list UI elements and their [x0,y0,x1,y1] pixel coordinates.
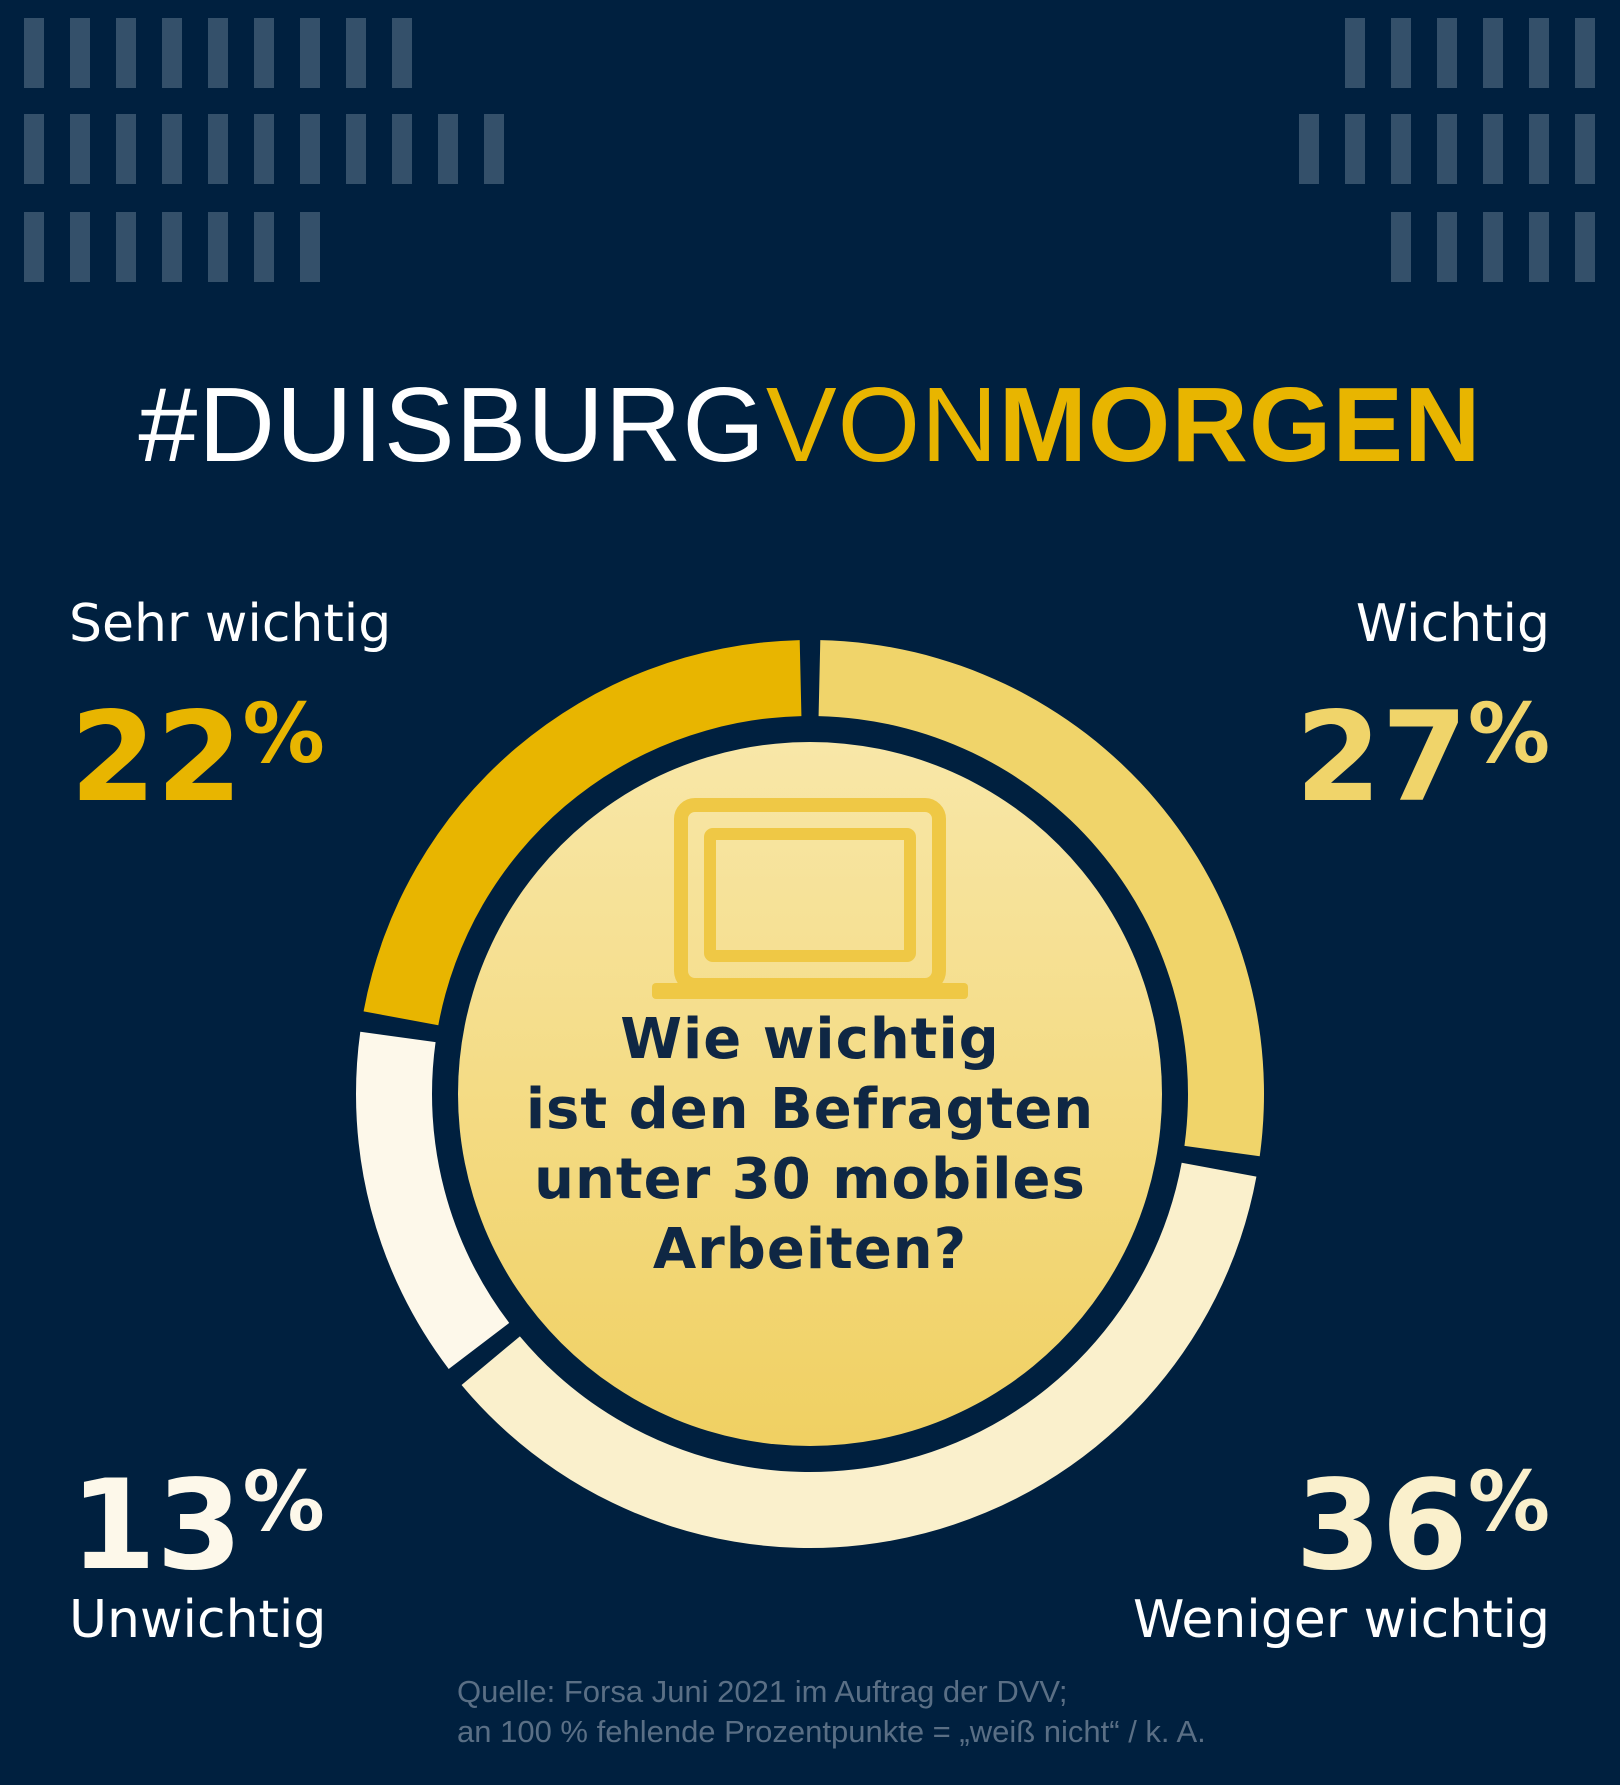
question-line-2: ist den Befragten [525,1077,1095,1142]
decorative-bar [300,18,320,88]
decorative-bar [1529,212,1549,282]
value-sehr-wichtig-number: 22 [70,686,243,830]
value-weniger-wichtig: 36% [1295,1438,1550,1628]
decorative-bar [1437,18,1457,88]
decorative-bar [1391,212,1411,282]
source-line-1: Quelle: Forsa Juni 2021 im Auftrag der D… [457,1674,1068,1709]
decorative-bar [208,212,228,282]
headline-part-von: VON [765,366,999,484]
decorative-bar [1345,114,1365,184]
decorative-bar [162,114,182,184]
value-wichtig-number: 27 [1295,686,1468,830]
decorative-bar [116,114,136,184]
value-unwichtig: 13% [70,1438,325,1628]
decorative-bar [1483,114,1503,184]
decorative-bar [1575,212,1595,282]
source-note: Quelle: Forsa Juni 2021 im Auftrag der D… [457,1672,1457,1752]
decorative-bar [116,212,136,282]
decorative-bar [346,114,366,184]
decorative-bar [1483,18,1503,88]
label-weniger-wichtig: Weniger wichtig [1132,1590,1550,1650]
decorative-bar [208,18,228,88]
donut-slice-weniger-wichtig [461,1162,1257,1548]
chart-question: Wie wichtig ist den Befragten unter 30 m… [470,1005,1150,1285]
decorative-bar [300,212,320,282]
donut-slice-wichtig [818,640,1265,1157]
laptop-icon [652,798,968,999]
decorative-bar [392,18,412,88]
decorative-bar [254,212,274,282]
decorative-bar [392,114,412,184]
decorative-bar [346,18,366,88]
decorative-bar [254,18,274,88]
label-unwichtig: Unwichtig [69,1590,327,1650]
decorative-bar [116,18,136,88]
source-line-2: an 100 % fehlende Prozentpunkte = „weiß … [457,1714,1206,1749]
decorative-bar [208,114,228,184]
decorative-bar [1345,18,1365,88]
decorative-bar [1391,18,1411,88]
center-disc [458,742,1162,1446]
donut-slice-sehr-wichtig [363,640,802,1026]
headline-part-duisburg: #DUISBURG [138,366,766,484]
decorative-bar [24,212,44,282]
value-weniger-wichtig-unit: % [1467,1455,1550,1550]
decorative-bar [70,212,90,282]
value-sehr-wichtig-unit: % [242,687,325,782]
decorative-bar [1391,114,1411,184]
question-line-4: Arbeiten? [652,1217,968,1282]
value-weniger-wichtig-number: 36 [1295,1454,1468,1598]
decorative-bar-pattern [24,18,1595,282]
decorative-bar [70,18,90,88]
decorative-bar [1483,212,1503,282]
decorative-bar [1299,114,1319,184]
decorative-bar [254,114,274,184]
decorative-bar [24,18,44,88]
headline-part-morgen: MORGEN [998,366,1482,484]
decorative-bar [1437,114,1457,184]
decorative-bar [1437,212,1457,282]
label-sehr-wichtig: Sehr wichtig [69,594,392,654]
decorative-bar [484,114,504,184]
label-wichtig: Wichtig [1355,594,1550,654]
decorative-bar [1529,114,1549,184]
decorative-bar [1575,18,1595,88]
decorative-bar [1575,114,1595,184]
value-wichtig-unit: % [1467,687,1550,782]
decorative-bar [70,114,90,184]
question-line-3: unter 30 mobiles [534,1147,1086,1212]
value-wichtig: 27% [1295,670,1550,860]
donut-slice-unwichtig [356,1031,510,1369]
value-unwichtig-number: 13 [70,1454,243,1598]
decorative-bar [300,114,320,184]
decorative-bar [1529,18,1549,88]
value-sehr-wichtig: 22% [70,670,325,860]
decorative-bar [438,114,458,184]
question-line-1: Wie wichtig [620,1007,1000,1072]
decorative-bar [24,114,44,184]
decorative-bar [162,212,182,282]
headline: #DUISBURGVONMORGEN [0,365,1620,485]
value-unwichtig-unit: % [242,1455,325,1550]
decorative-bar [162,18,182,88]
